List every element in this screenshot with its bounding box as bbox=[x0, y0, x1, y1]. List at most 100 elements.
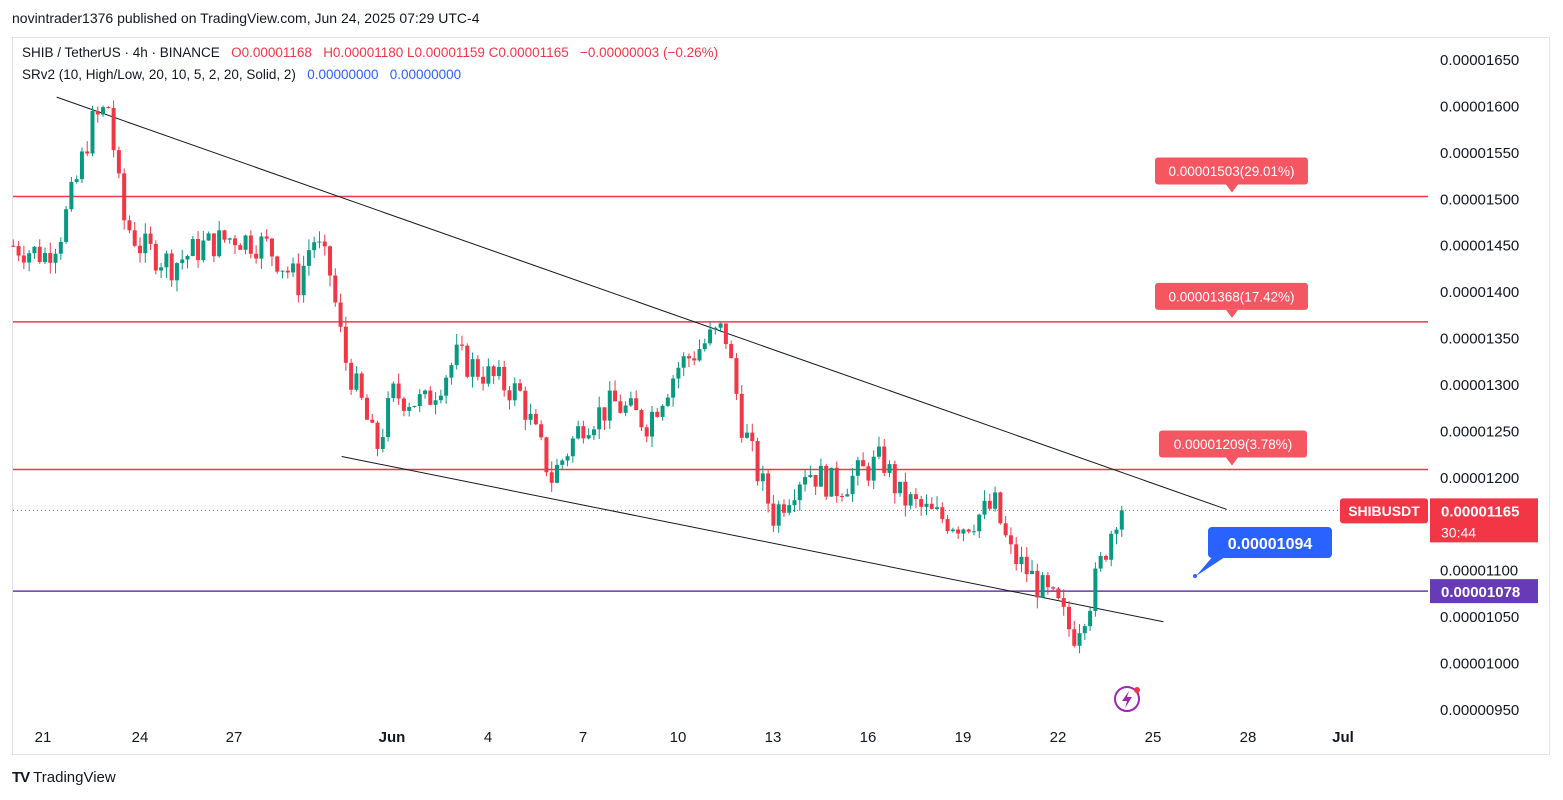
candle-body bbox=[1061, 598, 1066, 607]
candle-up bbox=[676, 361, 681, 389]
candle-body bbox=[871, 456, 876, 481]
candle-up bbox=[1119, 505, 1124, 537]
candle-up bbox=[412, 405, 417, 408]
candle-body bbox=[760, 473, 765, 482]
candles bbox=[11, 100, 1124, 654]
candle-down bbox=[343, 316, 348, 371]
y-tick-label: 0.00001300 bbox=[1440, 377, 1519, 394]
candle-up bbox=[180, 249, 185, 270]
candle-up bbox=[407, 402, 412, 417]
candle-body bbox=[845, 494, 850, 497]
x-tick-label: 19 bbox=[955, 729, 972, 746]
candle-body bbox=[945, 519, 950, 532]
candle-body bbox=[1072, 629, 1077, 646]
candle-body bbox=[1109, 533, 1114, 560]
candle-up bbox=[591, 425, 596, 440]
candle-down bbox=[523, 386, 528, 431]
candle-body bbox=[950, 529, 955, 532]
candle-down bbox=[401, 396, 406, 417]
candle-body bbox=[312, 242, 317, 251]
candle-body bbox=[850, 475, 855, 495]
candle-body bbox=[781, 504, 786, 513]
candle-down bbox=[132, 222, 137, 248]
candle-down bbox=[396, 373, 401, 405]
candle-body bbox=[391, 383, 396, 399]
candle-up bbox=[871, 450, 876, 490]
candle-down bbox=[1003, 515, 1008, 538]
candle-down bbox=[966, 528, 971, 534]
current-price-box bbox=[1430, 498, 1538, 543]
candle-up bbox=[797, 481, 802, 511]
candle-down bbox=[739, 385, 744, 443]
candle-body bbox=[729, 344, 734, 359]
candle-up bbox=[1019, 546, 1024, 573]
candle-body bbox=[987, 500, 992, 509]
candle-body bbox=[1014, 544, 1019, 565]
candle-body bbox=[665, 397, 670, 406]
candle-up bbox=[53, 248, 58, 274]
candle-up bbox=[291, 257, 296, 278]
candle-body bbox=[539, 424, 544, 438]
candle-body bbox=[565, 456, 570, 461]
candle-down bbox=[723, 323, 728, 350]
candle-down bbox=[686, 353, 691, 367]
candle-body bbox=[961, 529, 966, 534]
tradingview-brand[interactable]: TV TradingView bbox=[12, 769, 116, 786]
candle-up bbox=[565, 453, 570, 467]
candle-body bbox=[1003, 523, 1008, 536]
candle-body bbox=[285, 270, 290, 273]
candle-body bbox=[111, 108, 116, 151]
candle-body bbox=[180, 259, 185, 264]
candle-up bbox=[512, 377, 517, 407]
price-axis[interactable]: 0.00001650 0.00001600 0.00001550 0.00001500… bbox=[1440, 52, 1519, 719]
y-tick-label: 0.00001500 bbox=[1440, 191, 1519, 208]
candle-down bbox=[602, 407, 607, 430]
candle-down bbox=[254, 245, 259, 264]
candle-down bbox=[95, 106, 100, 123]
candle-body bbox=[254, 253, 259, 259]
candle-body bbox=[196, 239, 201, 261]
candle-body bbox=[1030, 570, 1035, 575]
candle-up bbox=[280, 270, 285, 279]
y-tick-label: 0.00001000 bbox=[1440, 656, 1519, 673]
candle-body bbox=[623, 405, 628, 413]
candle-body bbox=[364, 397, 369, 420]
ohlc-high: H0.00001180 bbox=[323, 45, 404, 60]
candle-up bbox=[924, 494, 929, 516]
candle-up bbox=[560, 458, 565, 471]
candle-body bbox=[602, 407, 607, 421]
candle-up bbox=[908, 491, 913, 510]
candle-body bbox=[676, 367, 681, 379]
candle-body bbox=[53, 253, 58, 263]
candle-body bbox=[771, 503, 776, 526]
candle-down bbox=[211, 233, 216, 263]
symbol-price-tag: SHIBUSDT bbox=[1340, 498, 1428, 524]
candle-down bbox=[613, 380, 618, 402]
candle-body bbox=[201, 240, 206, 261]
candle-up bbox=[681, 352, 686, 376]
candle-body bbox=[470, 359, 475, 377]
candle-up bbox=[993, 486, 998, 512]
candle-down bbox=[359, 371, 364, 401]
candle-up bbox=[486, 358, 491, 387]
candle-up bbox=[470, 352, 475, 388]
candle-up bbox=[628, 391, 633, 408]
candle-body bbox=[222, 230, 227, 240]
indicator-title[interactable]: SRv2 (10, High/Low, 20, 10, 5, 2, 20, So… bbox=[22, 67, 296, 82]
candle-body bbox=[190, 239, 195, 257]
candle-down bbox=[475, 355, 480, 381]
candle-body bbox=[766, 473, 771, 504]
candle-body bbox=[834, 467, 839, 497]
candle-up bbox=[977, 513, 982, 538]
candle-up bbox=[665, 393, 670, 407]
candle-up bbox=[1088, 607, 1093, 631]
time-axis[interactable]: 21 24 27 Jun 4 7 10 13 16 19 22 25 28 Jul bbox=[35, 729, 1354, 746]
candle-up bbox=[454, 334, 459, 370]
candle-down bbox=[502, 360, 507, 397]
symbol-title[interactable]: SHIB / TetherUS · 4h · BINANCE bbox=[22, 45, 220, 60]
trendline bbox=[341, 456, 1164, 623]
candle-body bbox=[507, 390, 512, 401]
trendlines bbox=[56, 96, 1227, 623]
lightning-icon-bolt bbox=[1122, 691, 1132, 708]
